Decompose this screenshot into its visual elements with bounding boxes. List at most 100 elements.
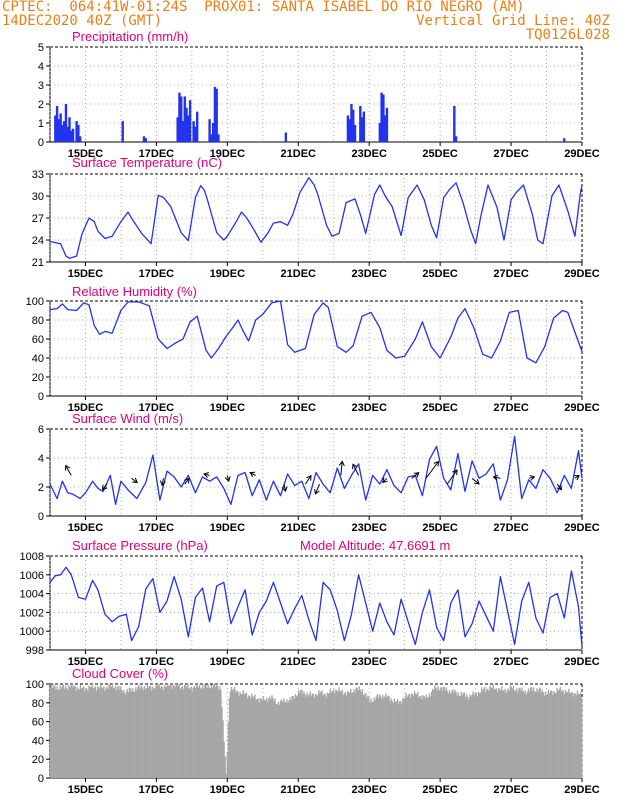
cloud-column <box>160 686 163 778</box>
cloud-column <box>337 691 339 778</box>
wind-y-tick-label: 6 <box>38 424 44 436</box>
cloud-column <box>229 691 232 778</box>
cloud-column <box>202 684 204 778</box>
cloud-column <box>214 686 217 778</box>
cloud-column <box>472 691 474 778</box>
cloud-column <box>187 684 189 778</box>
cloud-column <box>372 701 374 778</box>
cloud-column <box>316 695 318 778</box>
cloud-column <box>98 688 101 778</box>
cloud-column <box>580 697 583 778</box>
wind-vector-shaft <box>131 477 138 483</box>
cloud-column <box>275 704 277 778</box>
cloud-column <box>480 687 483 778</box>
cloud-column <box>449 690 451 778</box>
wind-vector-arrowhead <box>433 460 440 467</box>
pres-series-line <box>49 566 583 647</box>
cloud-column <box>356 687 358 778</box>
precip-bar <box>187 115 190 142</box>
cloud-column <box>147 688 150 778</box>
cloud-column <box>335 689 337 778</box>
cloud-column <box>109 685 111 778</box>
cloud-column <box>157 685 159 778</box>
cloud-column <box>530 687 533 778</box>
cloud-column <box>193 685 196 778</box>
rh-series-line <box>49 300 583 364</box>
cloud-column <box>396 699 399 778</box>
cloud-column <box>428 693 431 778</box>
cloud-column <box>314 693 317 778</box>
cloud-column <box>223 741 225 778</box>
cloud-column <box>564 689 567 778</box>
cloud-column <box>474 692 476 778</box>
temp-x-tick-label: 15DEC <box>68 268 104 280</box>
cloud-column <box>423 696 425 778</box>
cloud-column <box>270 699 272 778</box>
cloud-column <box>234 686 236 778</box>
cloud-column <box>502 690 504 778</box>
cloud-column <box>527 688 530 778</box>
cloud-column <box>489 685 491 778</box>
cloud-column <box>123 689 125 778</box>
cloud-column <box>52 687 54 778</box>
precip-bar <box>348 119 351 142</box>
cloud-column <box>260 698 263 778</box>
cloud-column <box>128 687 131 778</box>
pres-y-tick-label: 1004 <box>20 589 44 601</box>
cloud-column <box>409 698 411 778</box>
cloud-column <box>231 690 234 778</box>
wind-vector-shaft <box>411 472 420 479</box>
cloud-column <box>519 687 521 778</box>
cloud-column <box>273 700 275 778</box>
cloud-column <box>169 685 171 778</box>
cloud-column <box>64 685 67 778</box>
cloud-column <box>497 688 500 778</box>
cloud-column <box>488 691 490 778</box>
rh-x-tick-label: 17DEC <box>139 402 175 414</box>
cloud-column <box>385 693 387 778</box>
cloud-column <box>102 688 104 778</box>
cloud-column <box>568 688 570 778</box>
rh-x-tick-label: 25DEC <box>422 402 458 414</box>
cloud-column <box>221 706 223 778</box>
cloud-y-tick-label: 40 <box>32 735 44 747</box>
cloud-column <box>180 687 183 778</box>
cloud-column <box>124 694 126 778</box>
wind-x-tick-label: 19DEC <box>210 522 246 534</box>
precip-bar <box>192 121 195 142</box>
cloud-column <box>508 690 510 778</box>
cloud-column <box>574 693 576 778</box>
cloud-column <box>279 700 282 778</box>
cloud-column <box>321 690 323 778</box>
cloud-column <box>286 699 288 778</box>
cloud-x-tick-label: 23DEC <box>351 784 387 796</box>
cloud-column <box>222 720 224 778</box>
temp-x-tick-label: 17DEC <box>139 268 175 280</box>
cloud-column <box>106 686 108 778</box>
temp-y-tick-label: 33 <box>32 169 44 181</box>
wind-vector-shaft <box>314 483 321 495</box>
wind-vector-arrowhead <box>529 474 536 481</box>
cloud-column <box>361 689 364 778</box>
cloud-column <box>141 687 143 778</box>
cloud-column <box>110 687 113 778</box>
pres-y-tick-label: 998 <box>26 645 44 657</box>
precip-bar <box>453 105 456 142</box>
cloud-y-tick-label: 60 <box>32 717 44 729</box>
cloud-column <box>150 686 152 778</box>
wind-vector-shaft <box>425 461 439 479</box>
cloud-column <box>92 688 94 778</box>
cloud-column <box>572 696 574 778</box>
wind-x-tick-label: 29DEC <box>564 522 600 534</box>
cloud-column <box>475 692 477 778</box>
cloud-column <box>94 686 97 778</box>
cloud-column <box>119 689 121 778</box>
cloud-column <box>494 688 497 778</box>
cloud-column <box>304 693 306 778</box>
cloud-column <box>402 698 404 778</box>
wind-y-tick-label: 2 <box>38 482 44 494</box>
cloud-column <box>442 686 444 778</box>
cloud-column <box>143 686 145 778</box>
cloud-x-tick-label: 21DEC <box>281 784 317 796</box>
cloud-column <box>80 688 83 778</box>
